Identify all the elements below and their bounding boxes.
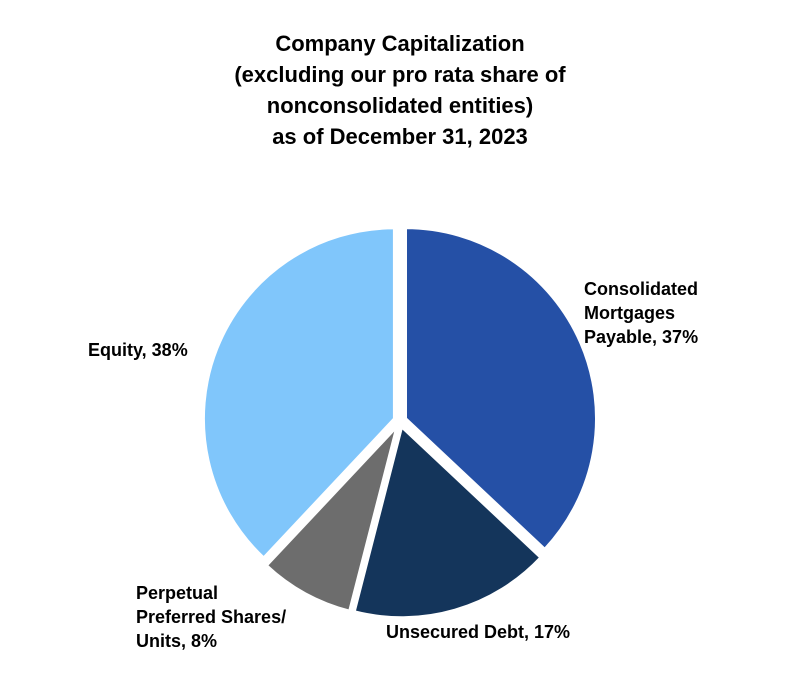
chart-title: Company Capitalization (excluding our pr…	[0, 28, 800, 152]
pie-slice-unsecured-debt	[352, 423, 544, 620]
label-perpetual-preferred: Perpetual Preferred Shares/ Units, 8%	[136, 583, 287, 651]
label-equity: Equity, 38%	[88, 340, 188, 360]
chart-title-line-3: nonconsolidated entities)	[266, 93, 534, 118]
pie-slice-consolidated-mortgages-payable	[404, 226, 598, 552]
label-unsecured-debt: Unsecured Debt, 17%	[386, 622, 571, 642]
chart-title-line-4: as of December 31, 2023	[272, 124, 528, 149]
pie-slice-equity	[201, 226, 396, 561]
label-consolidated-mortgages: Consolidated Mortgages Payable, 37%	[584, 279, 699, 347]
pie-slice-perpetual-preferred-shares-units	[264, 425, 399, 614]
chart-title-line-2: (excluding our pro rata share of	[234, 62, 566, 87]
chart-title-line-1: Company Capitalization	[275, 31, 525, 56]
